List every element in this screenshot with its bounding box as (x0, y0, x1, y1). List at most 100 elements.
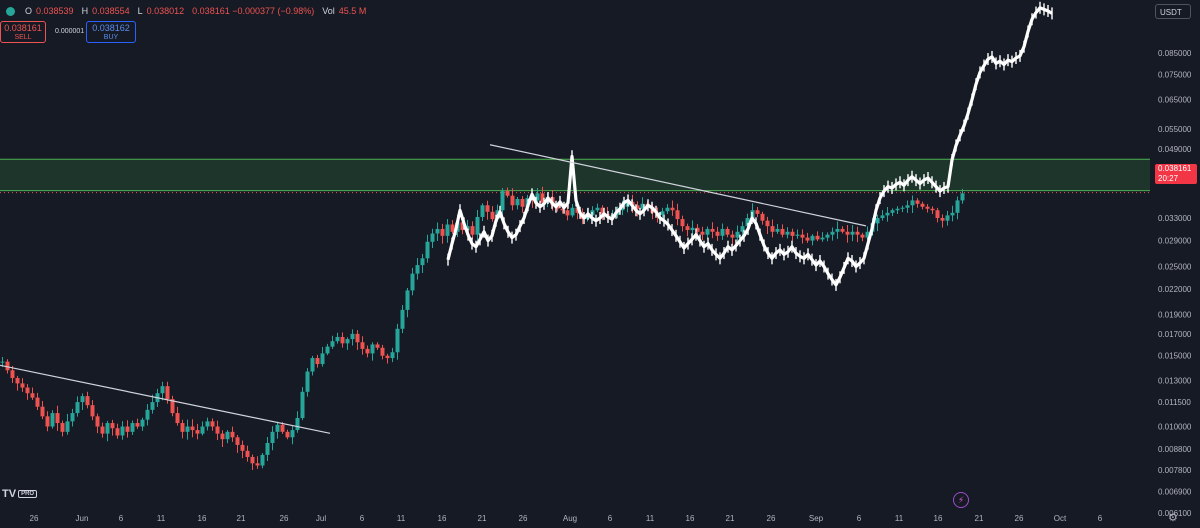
y-tick-label: 0.006100 (1158, 509, 1192, 518)
candle-body (915, 200, 920, 204)
candle-body (265, 442, 270, 455)
candle-body (935, 210, 940, 219)
y-tick-label: 0.055000 (1158, 125, 1192, 134)
y-tick-label: 0.033000 (1158, 214, 1192, 223)
x-tick-label: 26 (30, 514, 39, 523)
candle-body (515, 198, 520, 206)
candle-body (250, 456, 255, 464)
candle-body (465, 226, 470, 231)
candle-body (180, 423, 185, 432)
candle-body (565, 210, 570, 216)
candle-body (675, 210, 680, 220)
candle-body (845, 231, 850, 235)
x-tick-label: Aug (563, 514, 577, 523)
candle-body (285, 431, 290, 438)
y-tick-label: 0.022000 (1158, 285, 1192, 294)
candle-body (5, 361, 10, 371)
candle-body (255, 463, 260, 466)
sell-label: SELL (14, 34, 32, 41)
candle-body (50, 413, 55, 427)
candle-body (135, 423, 140, 427)
candle-body (10, 370, 15, 379)
candle-body (795, 234, 800, 236)
candle-body (305, 371, 310, 392)
candle-body (235, 437, 240, 445)
candle-body (65, 421, 70, 432)
tradingview-logo[interactable]: TV PRO (2, 488, 38, 500)
candle-body (150, 402, 155, 410)
candle-body (230, 431, 235, 438)
candle-body (730, 234, 735, 238)
candle-body (670, 207, 675, 211)
x-tick-label: 6 (857, 514, 862, 523)
candle-body (835, 228, 840, 232)
settings-icon[interactable]: ⚙ (1168, 512, 1178, 524)
candle-body (700, 231, 705, 235)
candle-body (460, 222, 465, 231)
candle-body (540, 193, 545, 203)
candle-body (520, 198, 525, 207)
candle-body (30, 393, 35, 398)
x-tick-label: 11 (397, 514, 406, 523)
trendline (489, 144, 867, 227)
candle-body (575, 207, 580, 213)
candle-body (785, 231, 790, 235)
candle-body (445, 224, 450, 236)
candle-body (350, 333, 355, 340)
candle-body (430, 233, 435, 242)
x-tick-label: 26 (519, 514, 528, 523)
y-tick-label: 0.011500 (1158, 398, 1191, 407)
spread-value: 0.000001 (55, 28, 85, 35)
candle-body (0, 361, 5, 363)
y-tick-label: 0.006900 (1158, 487, 1192, 496)
candle-body (450, 224, 455, 232)
candle-body (805, 237, 810, 241)
x-tick-label: 26 (280, 514, 289, 523)
candle-body (735, 231, 740, 238)
x-tick-label: 21 (478, 514, 487, 523)
candle-body (370, 344, 375, 354)
candle-body (275, 424, 280, 432)
x-tick-label: 16 (438, 514, 447, 523)
y-tick-label: 0.015000 (1158, 352, 1192, 361)
candle-body (740, 226, 745, 232)
candle-body (205, 421, 210, 427)
buy-button[interactable]: 0.038162 BUY (86, 21, 136, 43)
close-change-value: 0.038161 −0.000377 (−0.98%) (192, 6, 315, 16)
candle-body (400, 309, 405, 329)
candle-body (140, 419, 145, 427)
candle-body (825, 234, 830, 238)
candle-body (375, 344, 380, 348)
candle-body (765, 220, 770, 227)
sell-button[interactable]: 0.038161 SELL (0, 21, 46, 43)
x-tick-label: 26 (1015, 514, 1024, 523)
candle-body (345, 339, 350, 344)
y-tick-label: 0.019000 (1158, 310, 1192, 319)
candle-body (35, 397, 40, 407)
candle-body (240, 444, 245, 451)
candle-body (415, 265, 420, 274)
candle-body (380, 347, 385, 356)
candle-body (80, 396, 85, 403)
candle-body (635, 205, 640, 209)
x-tick-label: Sep (809, 514, 824, 523)
pro-badge: PRO (18, 490, 38, 498)
x-tick-label: Jul (316, 514, 326, 523)
candle-body (725, 228, 730, 235)
flash-icon[interactable]: ⚡ (953, 492, 969, 508)
candle-body (395, 328, 400, 353)
candle-body (75, 402, 80, 414)
candle-body (660, 211, 665, 215)
candle-body (510, 195, 515, 206)
currency-selector[interactable]: USDT (1155, 4, 1191, 19)
high-label: H (81, 6, 89, 16)
x-tick-label: 6 (608, 514, 613, 523)
x-tick-label: 16 (198, 514, 207, 523)
candle-body (815, 235, 820, 240)
candle-body (775, 228, 780, 232)
ohlc-readout: O 0.038539 H 0.038554 L 0.038012 0.038161 −… (6, 6, 366, 16)
buy-label: BUY (103, 34, 119, 41)
candle-body (930, 208, 935, 211)
